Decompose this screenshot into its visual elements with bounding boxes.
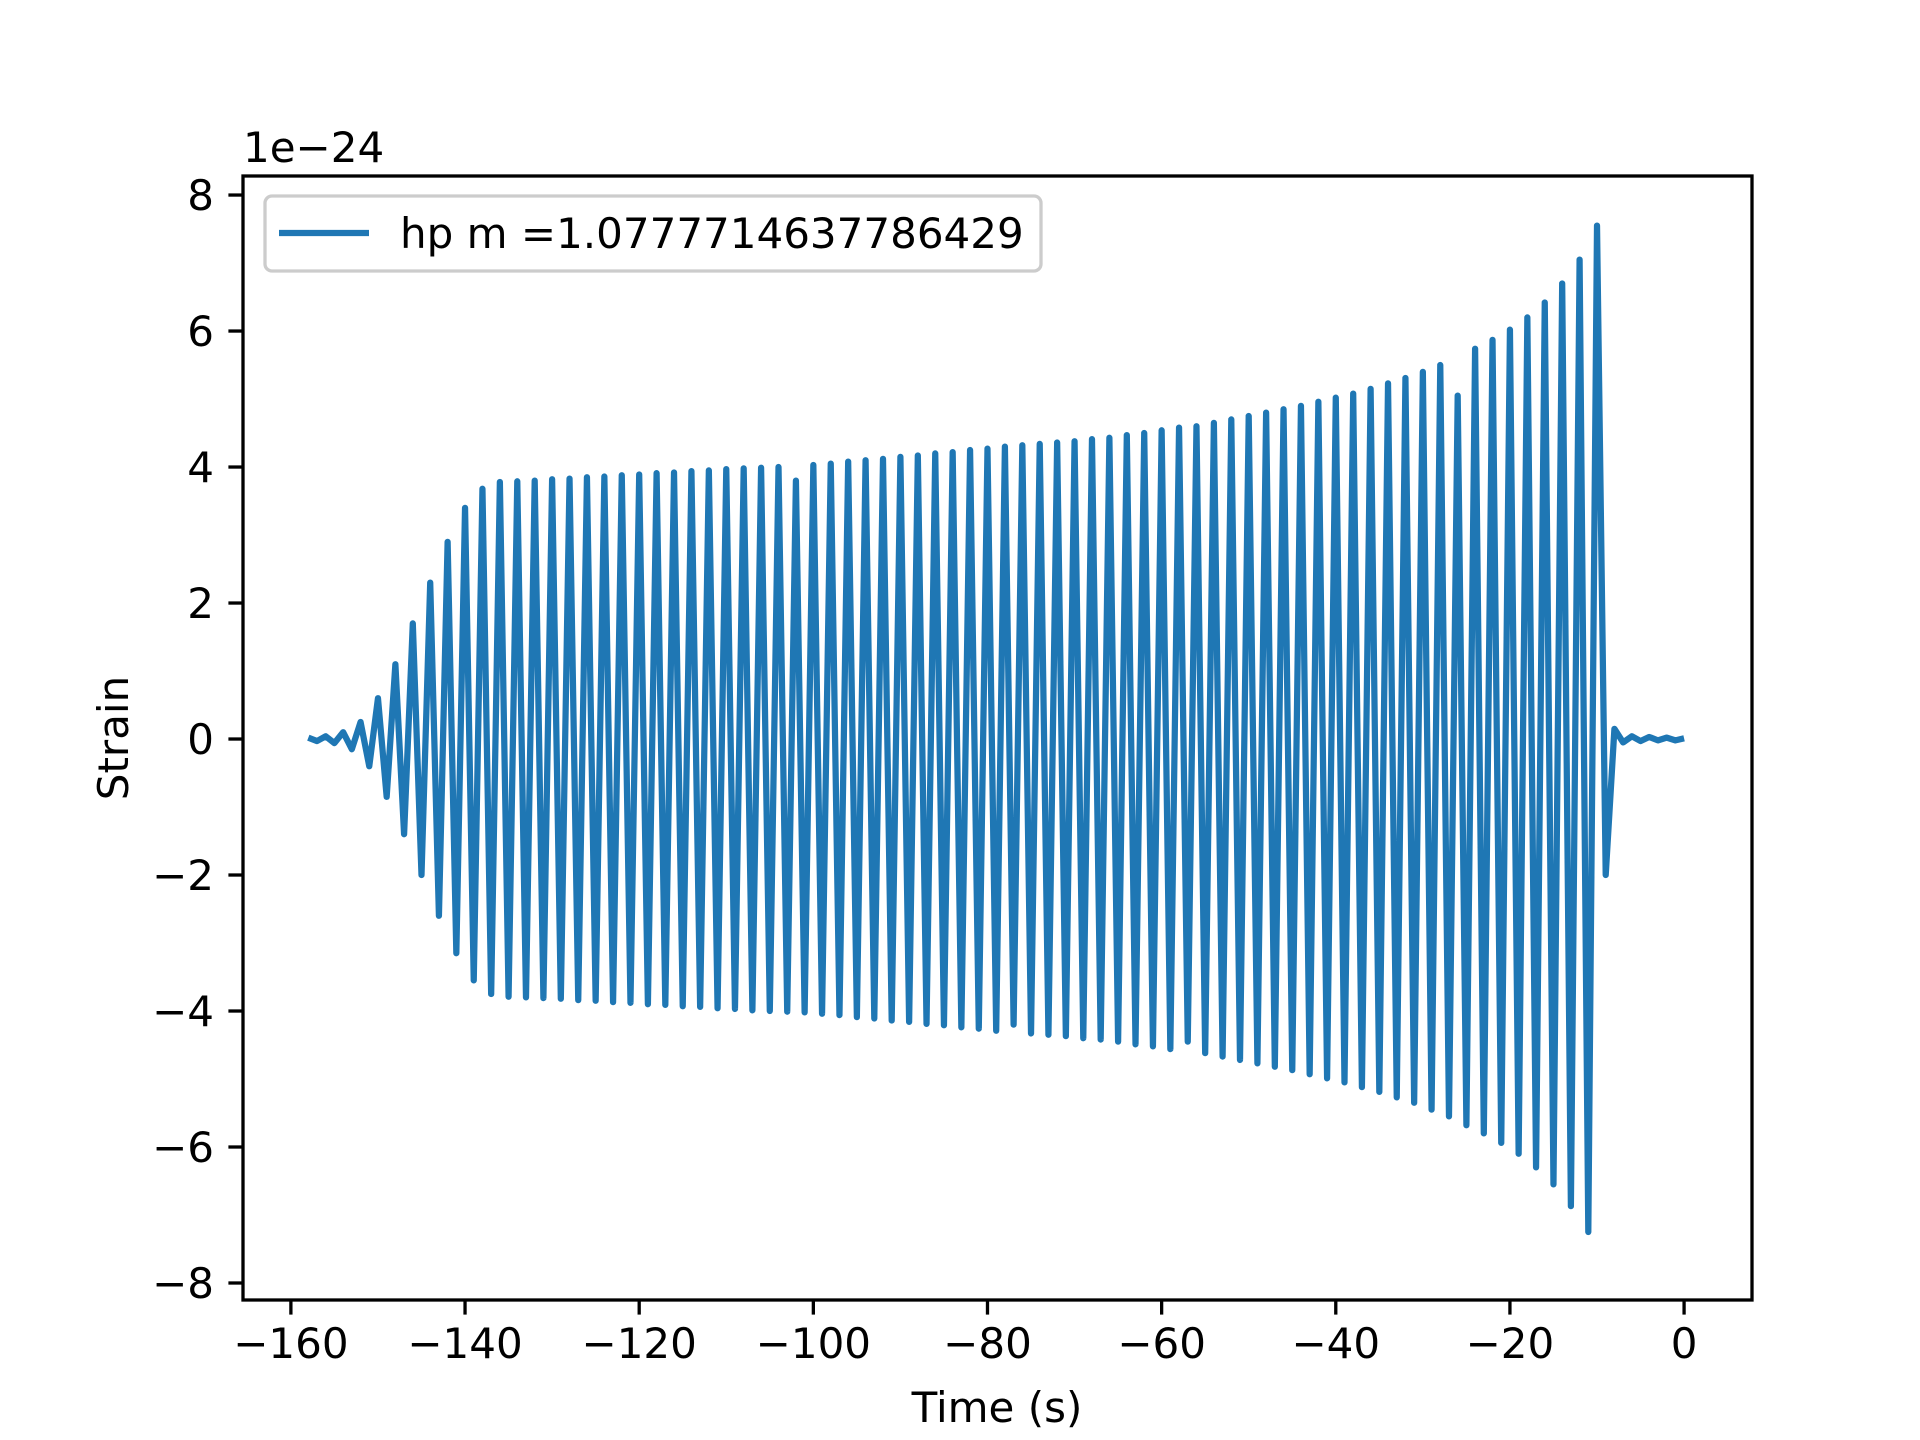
series-line bbox=[307, 222, 1685, 1236]
y-tick-label: 2 bbox=[187, 579, 214, 628]
y-tick-label: 6 bbox=[187, 307, 214, 356]
y-axis-label: Strain bbox=[89, 676, 138, 800]
y-tick-label: −8 bbox=[152, 1259, 214, 1308]
x-tick-label: −40 bbox=[1291, 1319, 1380, 1368]
legend-box bbox=[263, 194, 1043, 273]
y-tick-label: −2 bbox=[152, 851, 214, 900]
legend-label: hp m =1.0777714637786429 bbox=[400, 209, 1024, 258]
x-tick-label: −80 bbox=[943, 1319, 1032, 1368]
x-tick-label: −160 bbox=[233, 1319, 348, 1368]
x-tick-label: −100 bbox=[756, 1319, 871, 1368]
offset-label: 1e−24 bbox=[243, 123, 384, 172]
x-tick-label: −20 bbox=[1466, 1319, 1555, 1368]
x-axis-label: Time (s) bbox=[911, 1383, 1083, 1432]
y-tick-label: −6 bbox=[152, 1123, 214, 1172]
x-tick-label: −60 bbox=[1117, 1319, 1206, 1368]
y-tick-label: 4 bbox=[187, 443, 214, 492]
y-tick-label: 0 bbox=[187, 715, 214, 764]
y-tick-label: 8 bbox=[187, 171, 214, 220]
y-tick-label: −4 bbox=[152, 987, 214, 1036]
x-tick-label: −120 bbox=[582, 1319, 697, 1368]
x-tick-label: 0 bbox=[1671, 1319, 1698, 1368]
x-tick-label: −140 bbox=[407, 1319, 522, 1368]
